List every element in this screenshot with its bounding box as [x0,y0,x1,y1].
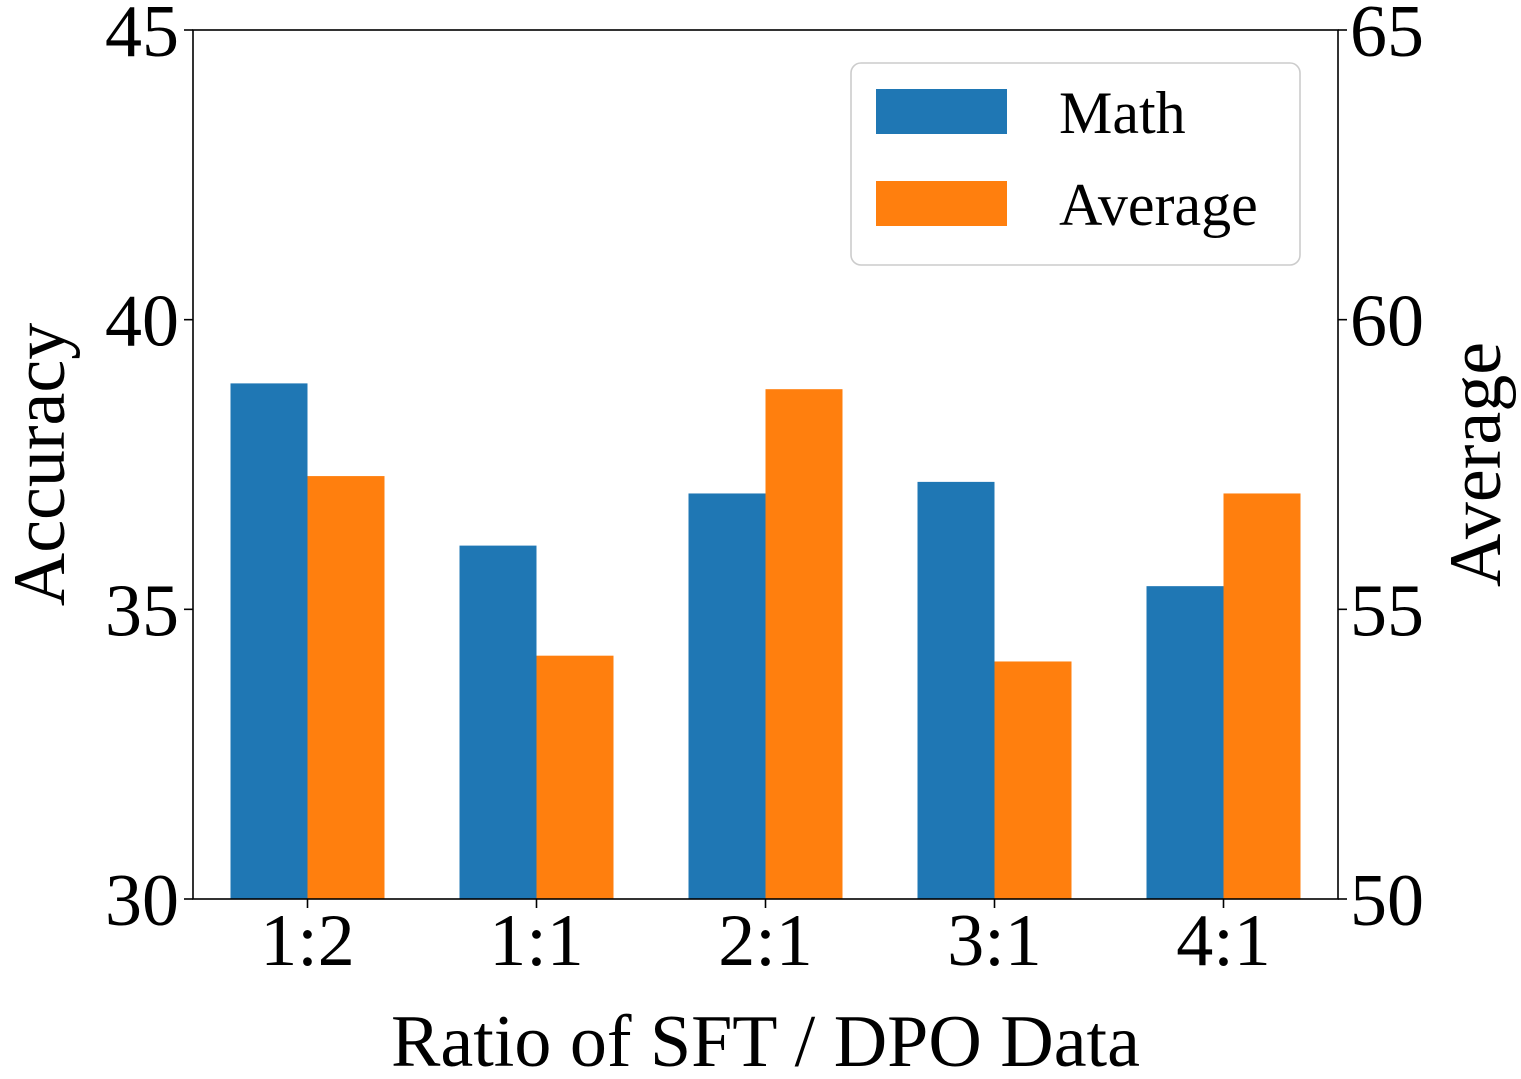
bar-average-1:2 [307,476,385,899]
right-tick-label: 60 [1350,281,1424,363]
legend: Math Average [850,62,1301,266]
legend-swatch-math [876,89,1007,134]
x-tick-label: 1:2 [260,900,355,982]
legend-label-math: Math [1059,80,1186,146]
bar-average-4:1 [1223,493,1301,899]
bar-math-2:1 [688,493,766,899]
x-axis-title: Ratio of SFT / DPO Data [391,1001,1140,1079]
left-tick-label: 40 [105,281,179,363]
bar-math-1:1 [459,545,537,899]
bar-math-4:1 [1146,586,1224,899]
left-axis-title: Accuracy [0,323,81,606]
bars-layer [230,383,1301,900]
bar-math-3:1 [917,481,995,899]
left-tick-label: 30 [105,860,179,942]
left-axis: 30 35 40 45 [105,0,193,942]
right-axis-title: Average [1435,342,1517,587]
right-axis: 50 55 60 65 [1338,0,1424,942]
right-tick-label: 55 [1350,570,1424,652]
legend-swatch-average [876,181,1007,226]
left-tick-label: 35 [105,570,179,652]
right-tick-label: 65 [1350,0,1424,73]
x-tick-label: 3:1 [947,900,1042,982]
bar-average-1:1 [536,655,614,899]
left-tick-label: 45 [105,0,179,73]
x-tick-label: 4:1 [1176,900,1271,982]
x-tick-label: 1:1 [489,900,584,982]
legend-label-average: Average [1059,172,1258,238]
bar-math-1:2 [230,383,308,900]
bar-average-2:1 [765,389,843,899]
bar-average-3:1 [994,661,1072,899]
x-axis: 1:2 1:1 2:1 3:1 4:1 [260,899,1271,982]
right-tick-label: 50 [1350,860,1424,942]
x-tick-label: 2:1 [718,900,813,982]
